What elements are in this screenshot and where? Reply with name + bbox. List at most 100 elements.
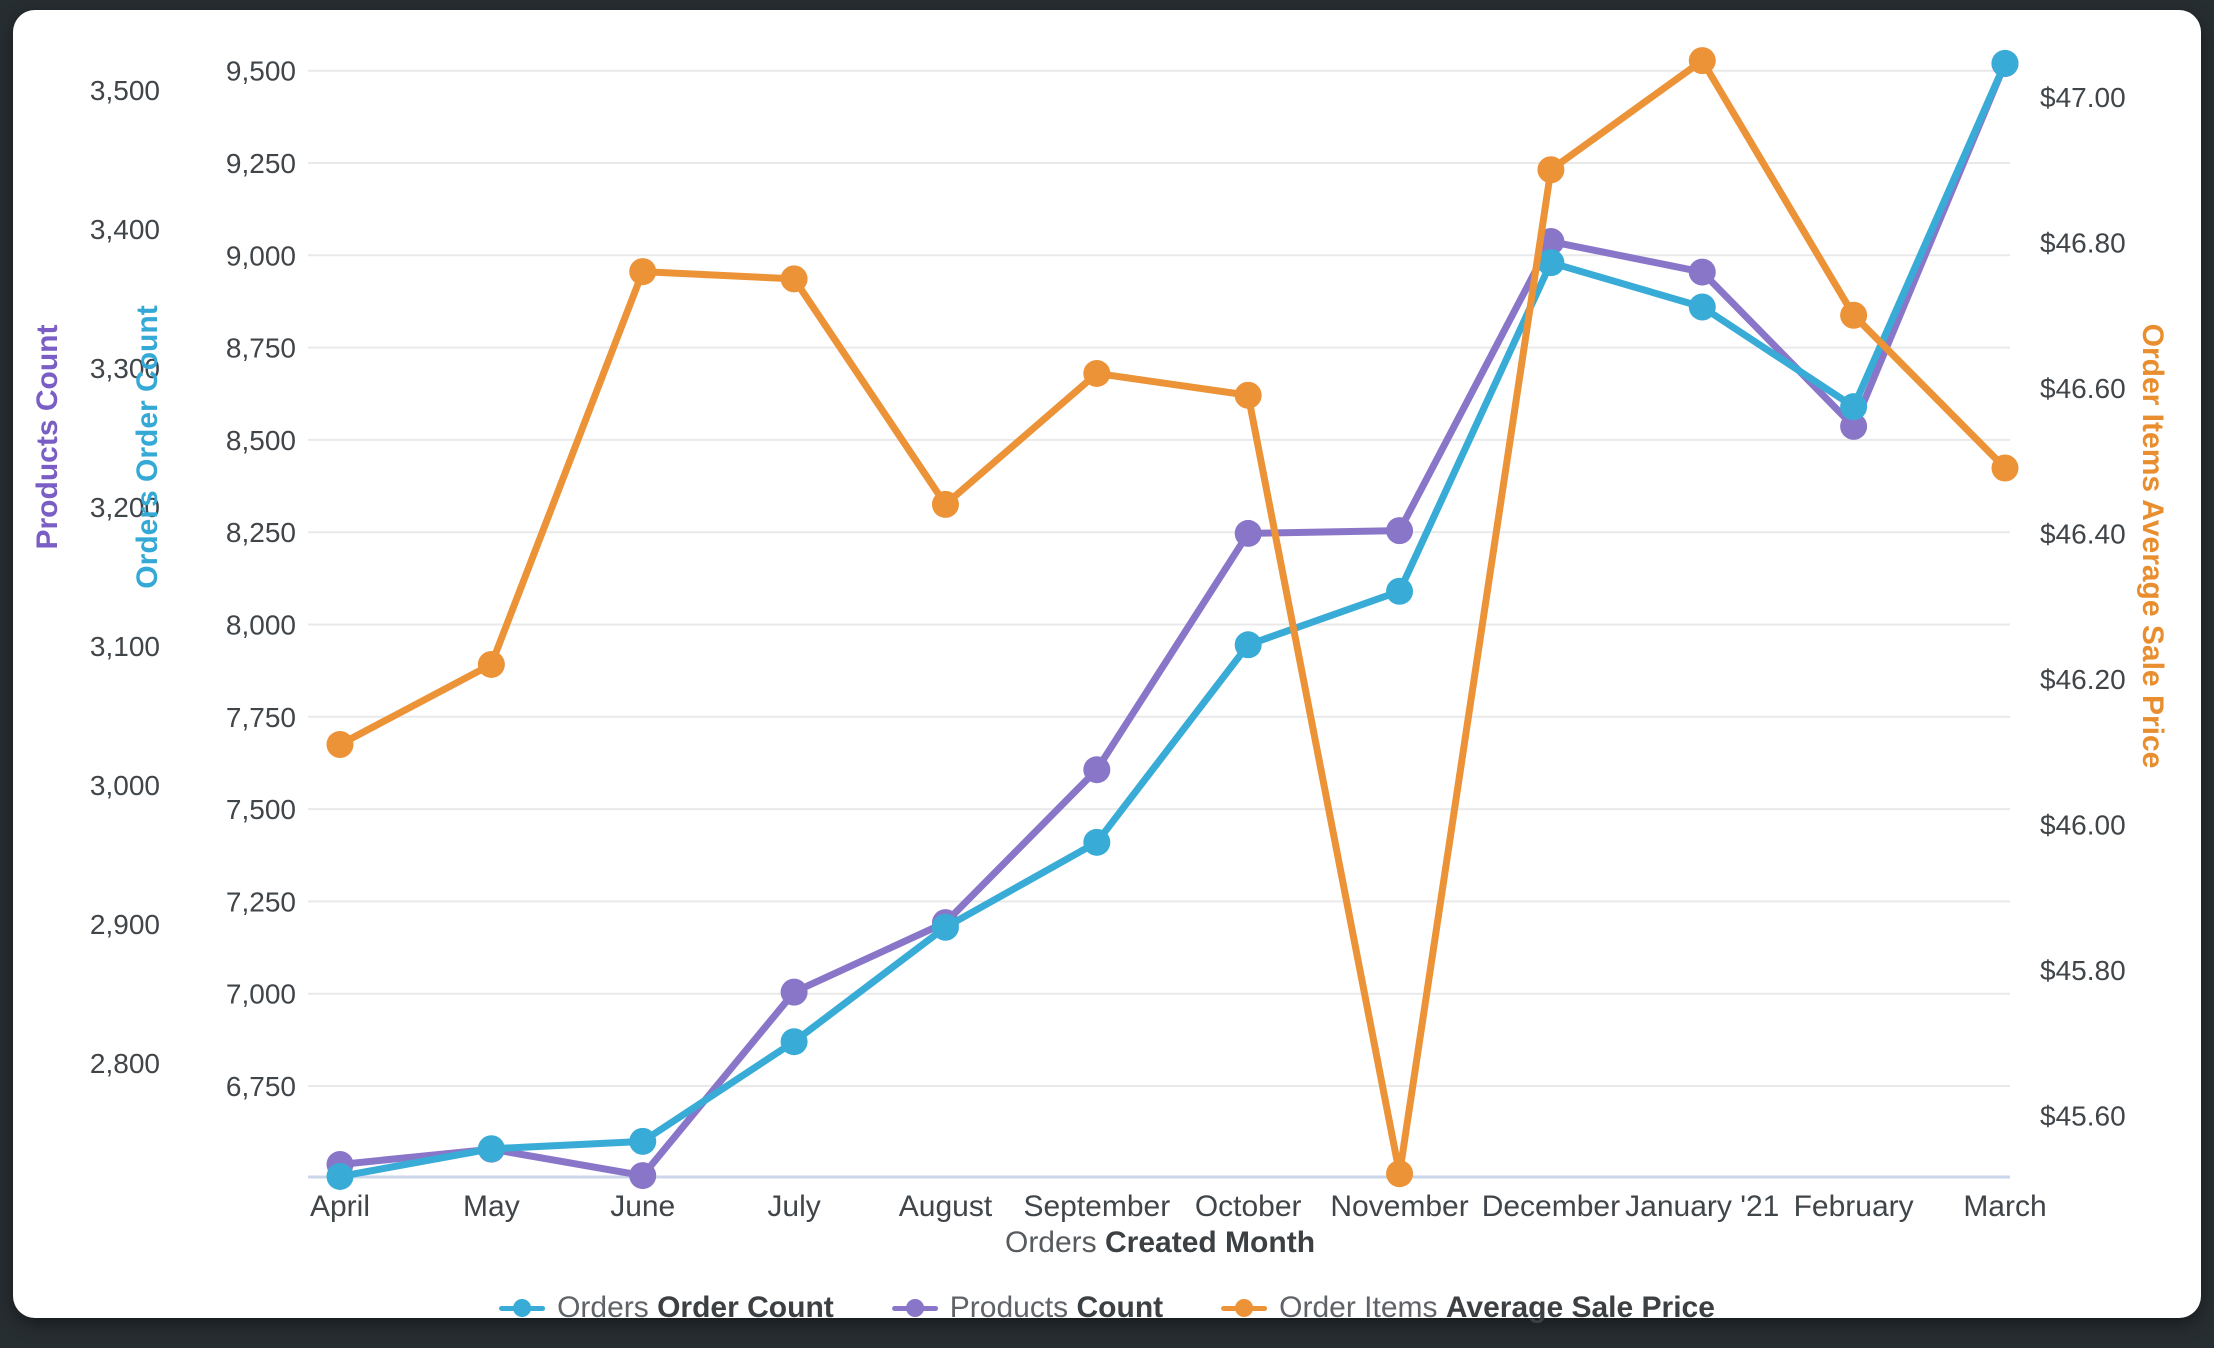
data-point-products-September[interactable]	[1083, 756, 1111, 784]
orders-tick-label: 9,500	[226, 56, 296, 87]
data-point-price-June[interactable]	[629, 258, 657, 286]
month-label: December	[1482, 1190, 1620, 1223]
chart-card	[13, 10, 2201, 1318]
data-point-orders-May[interactable]	[477, 1135, 505, 1163]
month-label: September	[1023, 1190, 1170, 1223]
data-point-price-April[interactable]	[326, 730, 354, 758]
price-tick-label: $47.00	[2040, 82, 2126, 113]
legend-label: Products Count	[950, 1291, 1163, 1325]
price-tick-label: $45.80	[2040, 955, 2126, 986]
orders-tick-label: 8,250	[226, 517, 296, 548]
price-tick-label: $46.20	[2040, 664, 2126, 695]
orders-tick-label: 7,500	[226, 794, 296, 825]
data-point-orders-October[interactable]	[1234, 631, 1262, 659]
month-label: March	[1963, 1190, 2046, 1223]
orders-tick-label: 7,750	[226, 702, 296, 733]
data-point-price-January '21[interactable]	[1688, 47, 1716, 75]
legend: Orders Order Count Products Count Order …	[499, 1291, 1715, 1325]
legend-item-products-count[interactable]: Products Count	[891, 1291, 1163, 1325]
orders-axis-tick-labels: 6,750 7,000 7,250 7,500 7,750 8,000 8,250 8,500…	[226, 56, 296, 1102]
legend-label-regular: Products	[949, 1291, 1069, 1324]
data-point-orders-April[interactable]	[326, 1162, 354, 1190]
legend-label-bold: Average Sale Price	[1445, 1291, 1715, 1324]
price-tick-label: $46.40	[2040, 519, 2126, 550]
data-point-products-February[interactable]	[1840, 412, 1868, 440]
products-axis-tick-labels: 2,800 2,900 3,000 3,100 3,200 3,300 3,400 3,500	[90, 75, 160, 1079]
legend-label-regular: Orders	[557, 1291, 649, 1324]
month-label: June	[610, 1190, 675, 1223]
orders-tick-label: 8,000	[226, 610, 296, 641]
data-point-products-July[interactable]	[780, 978, 808, 1006]
data-point-price-November[interactable]	[1386, 1160, 1414, 1188]
price-axis-title: Order Items Average Sale Price	[2136, 323, 2169, 769]
data-point-price-August[interactable]	[931, 490, 959, 518]
series-line	[336, 59, 2009, 1180]
x-axis-title: Orders Created Month	[1005, 1226, 1315, 1260]
series-line	[336, 60, 2009, 1180]
orders-series-marker-icon	[499, 1299, 546, 1317]
orders-tick-label: 9,000	[226, 240, 296, 271]
data-point-price-February[interactable]	[1840, 301, 1868, 329]
price-tick-label: $45.60	[2040, 1101, 2126, 1132]
price-series-marker-icon	[1221, 1299, 1268, 1317]
price-tick-label: $46.00	[2040, 810, 2126, 841]
products-tick-label: 3,000	[90, 770, 160, 801]
orders-tick-label: 9,250	[226, 148, 296, 179]
legend-label-bold: Count	[1076, 1291, 1164, 1324]
legend-label-bold: Order Count	[657, 1291, 834, 1324]
series-products	[326, 50, 2019, 1190]
products-tick-label: 3,500	[90, 75, 160, 106]
gridlines	[308, 69, 2010, 1179]
products-tick-label: 3,300	[90, 353, 160, 384]
data-point-price-March[interactable]	[1991, 454, 2019, 482]
data-point-price-December[interactable]	[1537, 156, 1565, 184]
data-point-products-November[interactable]	[1386, 517, 1414, 545]
data-point-price-September[interactable]	[1083, 359, 1111, 387]
price-tick-label: $46.80	[2040, 228, 2126, 259]
month-label: February	[1794, 1190, 1914, 1223]
data-point-products-October[interactable]	[1234, 519, 1262, 547]
orders-tick-label: 8,750	[226, 333, 296, 364]
price-tick-label: $46.60	[2040, 373, 2126, 404]
series-orders	[326, 49, 2019, 1190]
data-point-orders-March[interactable]	[1991, 49, 2019, 77]
orders-tick-label: 7,000	[226, 979, 296, 1010]
data-point-products-June[interactable]	[629, 1162, 657, 1190]
orders-tick-label: 8,500	[226, 425, 296, 456]
legend-label-regular: Order Items	[1279, 1291, 1438, 1324]
series-line	[336, 57, 2009, 1178]
price-axis-tick-labels: $45.60 $45.80 $46.00 $46.20 $46.40 $46.60 $46.…	[2040, 82, 2126, 1132]
data-point-orders-June[interactable]	[629, 1127, 657, 1155]
data-point-orders-August[interactable]	[931, 913, 959, 941]
data-point-price-May[interactable]	[477, 650, 505, 678]
products-tick-label: 3,200	[90, 492, 160, 523]
orders-order-count-axis-title: Orders Order Count	[131, 305, 164, 589]
orders-tick-label: 7,250	[226, 886, 296, 917]
orders-tick-label: 6,750	[226, 1071, 296, 1102]
legend-item-average-sale-price[interactable]: Order Items Average Sale Price	[1221, 1291, 1715, 1325]
legend-item-orders-order-count[interactable]: Orders Order Count	[499, 1291, 834, 1325]
month-label: November	[1330, 1190, 1468, 1223]
data-point-products-January '21[interactable]	[1688, 258, 1716, 286]
data-point-price-October[interactable]	[1234, 381, 1262, 409]
data-point-orders-January '21[interactable]	[1688, 293, 1716, 321]
data-point-orders-February[interactable]	[1840, 393, 1868, 421]
month-label: August	[899, 1190, 993, 1223]
data-point-orders-July[interactable]	[780, 1028, 808, 1056]
month-label: May	[463, 1190, 520, 1223]
month-label: July	[767, 1190, 820, 1223]
x-axis-title-bold: Created Month	[1105, 1226, 1316, 1259]
data-point-orders-November[interactable]	[1386, 577, 1414, 605]
month-label: January '21	[1625, 1190, 1779, 1223]
month-label: April	[310, 1190, 370, 1223]
data-point-price-July[interactable]	[780, 265, 808, 293]
legend-label: Orders Order Count	[557, 1291, 834, 1325]
x-axis-title-regular: Orders	[1004, 1226, 1097, 1259]
legend-label: Order Items Average Sale Price	[1279, 1291, 1715, 1325]
month-label: October	[1195, 1190, 1302, 1223]
data-point-orders-December[interactable]	[1537, 249, 1565, 277]
data-point-orders-September[interactable]	[1083, 828, 1111, 856]
products-tick-label: 3,400	[90, 214, 160, 245]
products-count-axis-title: Products Count	[31, 324, 64, 550]
